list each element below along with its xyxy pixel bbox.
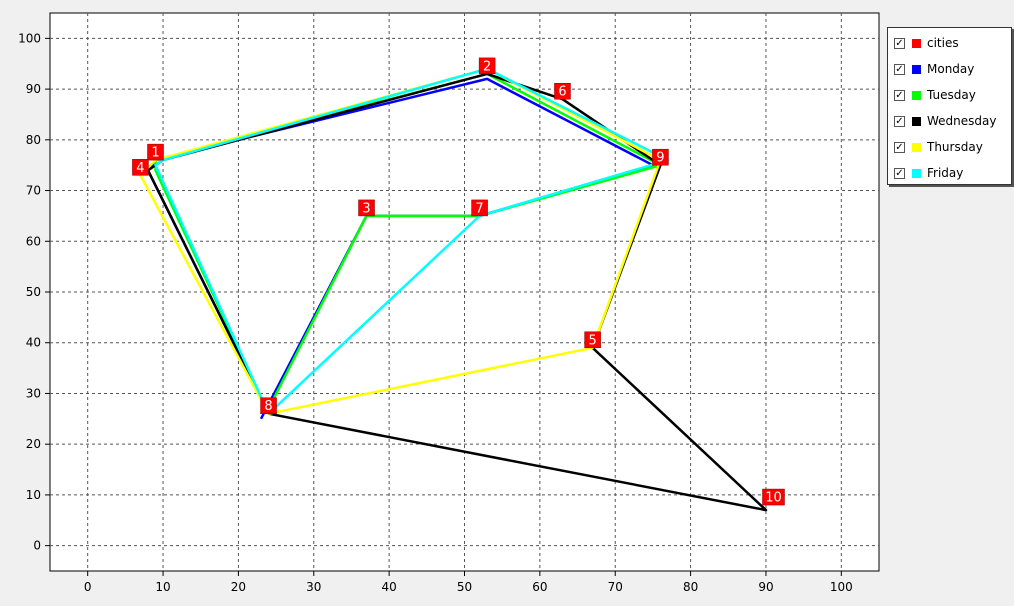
x-tick-label-80: 80: [683, 580, 698, 594]
legend-label-tuesday: Tuesday: [927, 88, 976, 102]
swatch-thursday: [912, 142, 921, 152]
y-tick-label-80: 80: [26, 133, 41, 147]
legend-label-friday: Friday: [927, 166, 964, 180]
swatch-friday: [912, 168, 921, 178]
city-label-10: 10: [765, 491, 782, 506]
y-tick-label-20: 20: [26, 437, 41, 451]
city-label-8: 8: [264, 399, 272, 414]
city-marker-9: [652, 148, 669, 166]
city-label-7: 7: [475, 201, 483, 216]
route-chart: 1 2 3 4 5 6 7 8 9 10 0 10 20 30 40 50 60 70 80 90 100 0 10 20…: [18, 12, 880, 594]
series-line-tuesday: [154, 72, 662, 415]
legend-item-thursday[interactable]: ✓ Thursday: [888, 134, 1011, 160]
checkbox-friday[interactable]: ✓: [894, 167, 905, 179]
checkbox-tuesday[interactable]: ✓: [894, 89, 905, 101]
city-label-6: 6: [558, 85, 566, 100]
y-tick-label-30: 30: [26, 386, 41, 400]
city-marker-5: [584, 331, 601, 349]
y-tick-label-50: 50: [26, 285, 41, 299]
x-tick-label-10: 10: [155, 580, 170, 594]
city-label-2: 2: [483, 59, 491, 74]
y-tick-label-10: 10: [26, 488, 41, 502]
city-label-5: 5: [588, 333, 596, 348]
legend-item-wednesday[interactable]: ✓ Wednesday: [888, 108, 1011, 134]
legend: ✓ cities ✓ Monday ✓ Tuesday ✓ Wednesday …: [887, 27, 1012, 185]
legend-label-wednesday: Wednesday: [927, 114, 997, 128]
x-tick-label-90: 90: [758, 580, 773, 594]
x-tick-label-60: 60: [532, 580, 547, 594]
y-axis-ticks: 0 10 20 30 40 50 60 70 80 90 100: [18, 31, 50, 553]
x-tick-label-40: 40: [381, 580, 396, 594]
city-marker-8: [260, 397, 277, 414]
checkbox-thursday[interactable]: ✓: [894, 141, 905, 153]
city-marker-4: [132, 159, 149, 176]
city-marker-7: [471, 199, 488, 217]
legend-label-cities: cities: [927, 36, 959, 50]
city-label-1: 1: [151, 146, 159, 161]
city-markers: 1 2 3 4 5 6 7 8 9 10: [132, 57, 785, 506]
city-marker-10: [762, 488, 785, 506]
x-tick-label-0: 0: [84, 580, 92, 594]
swatch-monday: [912, 64, 921, 74]
y-tick-label-40: 40: [26, 336, 41, 350]
legend-item-friday[interactable]: ✓ Friday: [888, 160, 1011, 186]
swatch-cities: [912, 38, 921, 48]
y-tick-label-70: 70: [26, 184, 41, 198]
city-marker-6: [554, 82, 571, 100]
city-marker-1: [147, 143, 164, 161]
x-axis-ticks: 0 10 20 30 40 50 60 70 80 90 100: [84, 571, 853, 594]
legend-label-thursday: Thursday: [927, 140, 983, 154]
y-tick-label-100: 100: [18, 31, 41, 45]
city-label-4: 4: [136, 161, 144, 176]
x-tick-label-50: 50: [457, 580, 472, 594]
legend-item-tuesday[interactable]: ✓ Tuesday: [888, 82, 1011, 108]
x-tick-label-100: 100: [830, 580, 853, 594]
legend-item-cities[interactable]: ✓ cities: [888, 30, 1011, 56]
grid-lines: [50, 13, 879, 571]
y-tick-label-0: 0: [33, 539, 41, 553]
swatch-tuesday: [912, 90, 921, 100]
y-tick-label-90: 90: [26, 82, 41, 96]
city-label-9: 9: [656, 151, 664, 166]
y-tick-label-60: 60: [26, 234, 41, 248]
checkbox-cities[interactable]: ✓: [894, 37, 905, 49]
x-tick-label-30: 30: [306, 580, 321, 594]
city-marker-3: [358, 199, 375, 217]
x-tick-label-20: 20: [231, 580, 246, 594]
legend-label-monday: Monday: [927, 62, 975, 76]
legend-item-monday[interactable]: ✓ Monday: [888, 56, 1011, 82]
checkbox-wednesday[interactable]: ✓: [894, 115, 905, 127]
checkbox-monday[interactable]: ✓: [894, 63, 905, 75]
x-tick-label-70: 70: [608, 580, 623, 594]
swatch-wednesday: [912, 116, 921, 126]
city-label-3: 3: [362, 201, 370, 216]
city-marker-2: [478, 57, 496, 75]
